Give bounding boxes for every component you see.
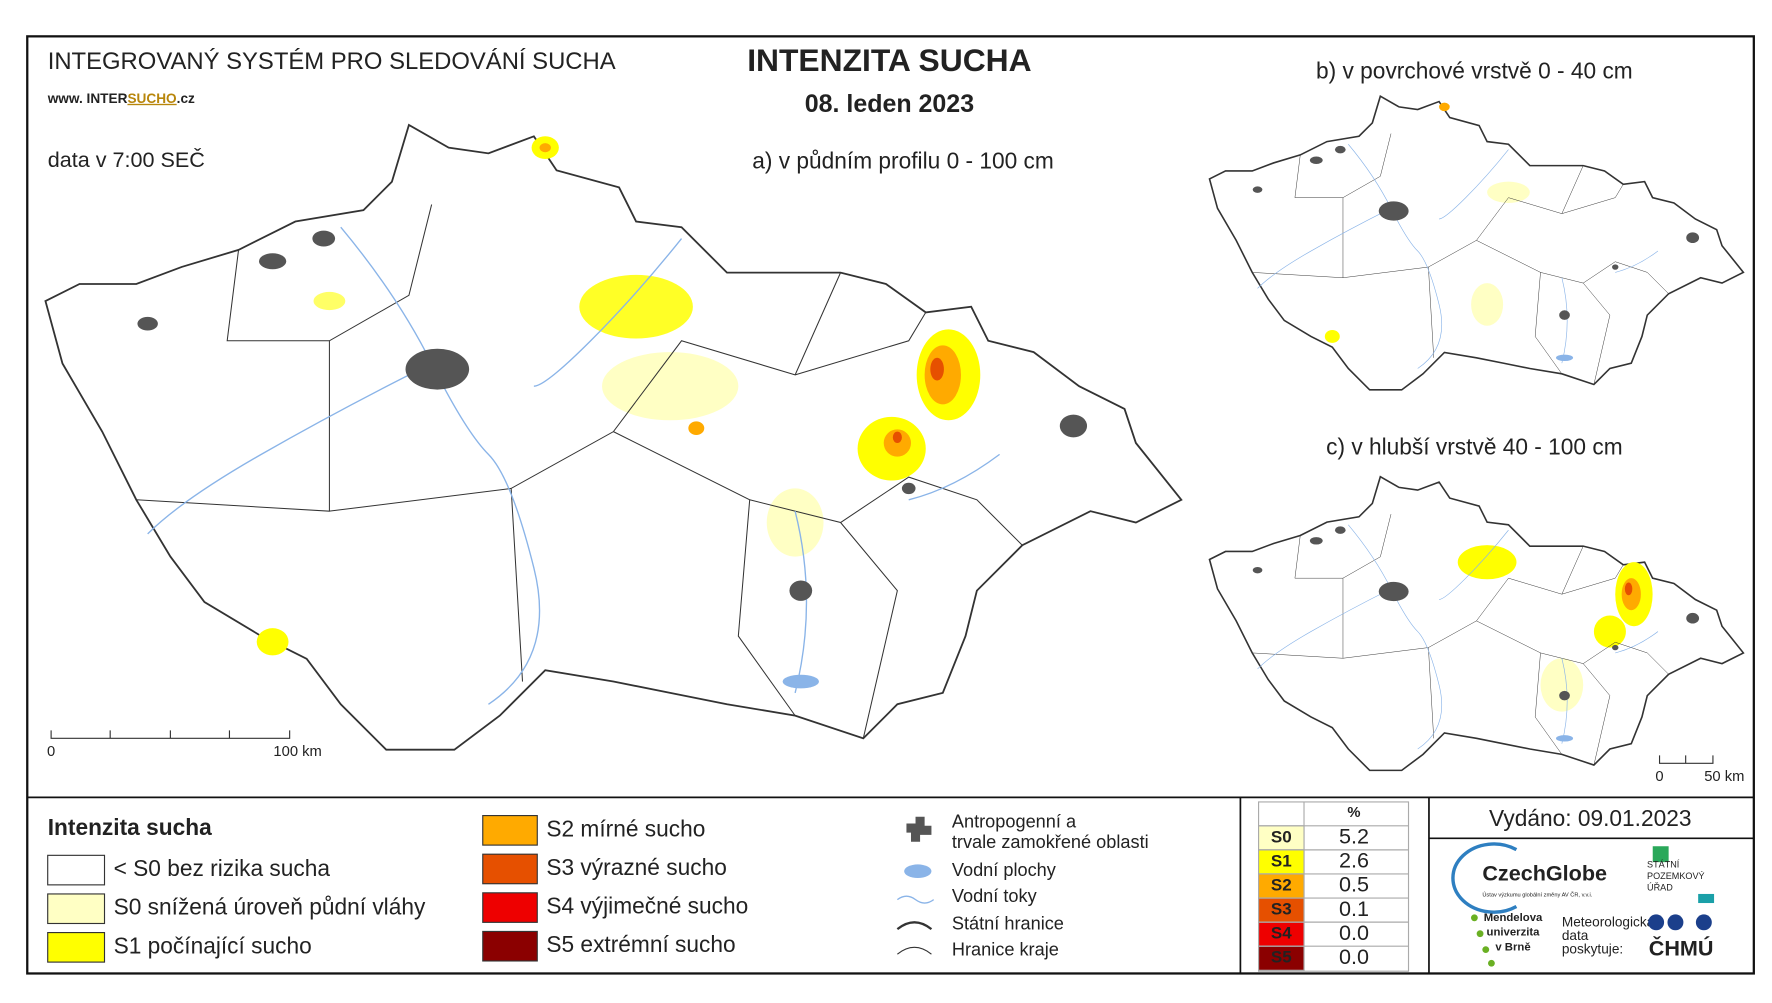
logo-mendel: Mendelova univerzita v Brně xyxy=(1484,912,1543,954)
legend-label: S2 mírné sucho xyxy=(546,815,705,841)
class-percent: 2.6 xyxy=(1339,848,1369,873)
class-percent: 0.5 xyxy=(1339,872,1369,897)
logo-meteo: Meteorologická data poskytuje: xyxy=(1562,914,1655,956)
class-percent: 0.0 xyxy=(1339,920,1369,945)
deep-map xyxy=(1208,475,1745,772)
class-label: S1 xyxy=(1271,851,1292,870)
logos: CzechGlobe Ústav výzkumu globální změny … xyxy=(1451,842,1715,967)
date: 08. leden 2023 xyxy=(805,90,974,118)
legend-swatch xyxy=(47,854,106,886)
legend-title: Intenzita sucha xyxy=(48,814,212,840)
map-c-label: c) v hlubší vrstvě 40 - 100 cm xyxy=(1326,434,1623,460)
logo-chmu: ČHMÚ xyxy=(1649,935,1714,960)
symbol-legend: Antropogenní a trvale zamokřené oblasti V… xyxy=(896,811,1149,960)
symbol-label: Vodní plochy xyxy=(952,860,1057,880)
class-label: S0 xyxy=(1271,827,1292,846)
map-b-label: b) v povrchové vrstvě 0 - 40 cm xyxy=(1316,58,1633,84)
legend-swatch xyxy=(482,853,538,885)
symbol-label: Hranice kraje xyxy=(952,940,1059,960)
legend-label: S4 výjimečné sucho xyxy=(546,893,748,919)
issued: Vydáno: 09.01.2023 xyxy=(1489,805,1691,831)
legend: < S0 bez rizika sucha S0 snížená úroveň p… xyxy=(47,815,748,963)
logo-spu: STÁTNÍ POZEMKOVÝ ÚŘAD xyxy=(1647,860,1705,893)
system-name: INTEGROVANÝ SYSTÉM PRO SLEDOVÁNÍ SUCHA xyxy=(48,48,616,75)
stats-header: % xyxy=(1347,805,1360,821)
legend-swatch xyxy=(482,930,538,962)
scale-label: 0 xyxy=(47,744,55,760)
class-percent: 5.2 xyxy=(1339,824,1369,849)
legend-label: < S0 bez rizika sucha xyxy=(114,855,331,881)
main-map xyxy=(44,124,1183,751)
legend-swatch xyxy=(482,815,538,846)
scale-label: 50 km xyxy=(1704,769,1744,785)
data-time: data v 7:00 SEČ xyxy=(48,147,205,172)
legend-swatch xyxy=(47,932,106,963)
class-cell xyxy=(1258,897,1305,923)
scale-bar: 0 100 km 0 50 km xyxy=(47,730,1744,785)
class-cell xyxy=(1258,873,1305,899)
scale-label: 100 km xyxy=(273,744,321,760)
legend-label: S1 počínající sucho xyxy=(114,932,312,958)
class-label: S2 xyxy=(1271,876,1292,895)
legend-swatch xyxy=(47,893,106,925)
class-label: S4 xyxy=(1271,924,1292,943)
map-a-label: a) v půdním profilu 0 - 100 cm xyxy=(752,147,1054,173)
class-cell xyxy=(1258,825,1305,851)
class-percent: 0.0 xyxy=(1339,944,1369,969)
logo-czechglobe-sub: Ústav výzkumu globální změny AV ČR, v.v.… xyxy=(1482,892,1592,899)
stats-table: % S0 5.2 S1 2.6 S2 0.5 S3 0.1 S4 0.0 S5 0.0 xyxy=(1258,801,1410,972)
class-label: S3 xyxy=(1271,900,1292,919)
url: www. INTERSUCHO.cz xyxy=(47,90,195,105)
logo-czechglobe: CzechGlobe xyxy=(1482,860,1607,885)
class-label: S5 xyxy=(1271,948,1292,967)
legend-label: S3 výrazné sucho xyxy=(546,854,726,880)
symbol-label: Antropogenní a trvale zamokřené oblasti xyxy=(952,811,1149,851)
title: INTENZITA SUCHA xyxy=(747,42,1031,78)
legend-label: S0 snížená úroveň půdní vláhy xyxy=(114,894,426,920)
surface-map xyxy=(1208,95,1745,391)
legend-swatch xyxy=(482,892,538,923)
symbol-label: Vodní toky xyxy=(952,886,1038,906)
legend-label: S5 extrémní sucho xyxy=(546,931,735,957)
scale-label: 0 xyxy=(1655,769,1663,785)
symbol-label: Státní hranice xyxy=(952,913,1064,933)
class-percent: 0.1 xyxy=(1339,896,1369,921)
class-cell xyxy=(1258,921,1305,947)
